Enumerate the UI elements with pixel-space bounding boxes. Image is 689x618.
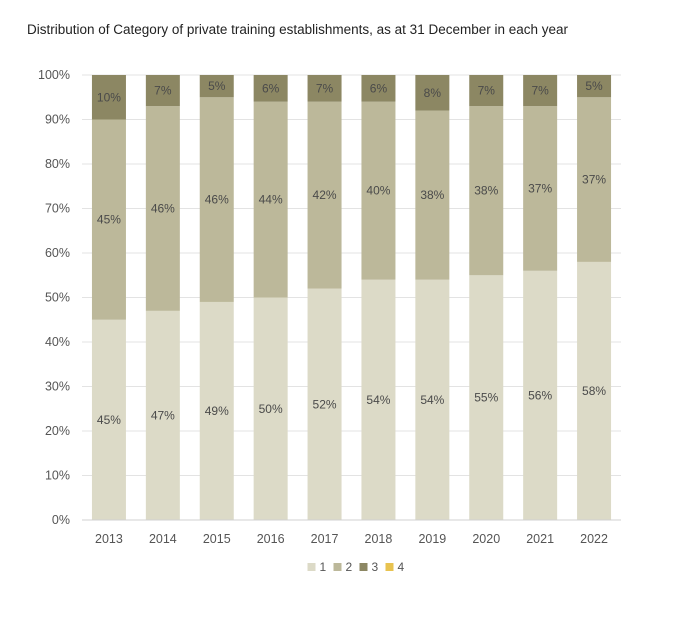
x-tick-label: 2017 xyxy=(311,532,339,546)
data-label: 56% xyxy=(528,388,552,402)
bar-segment-series-3-2021 xyxy=(523,75,558,107)
bar-segment-series-2-2016 xyxy=(253,101,288,298)
axes: 0% 10% 20% 30% 40% 50% 60% 70% 80% 90% 100% 2013 201… xyxy=(38,68,621,546)
data-label: 44% xyxy=(259,193,283,207)
data-label: 54% xyxy=(366,393,390,407)
chart-title: Distribution of Category of private trai… xyxy=(27,22,569,37)
legend-label: 2 xyxy=(346,560,353,574)
bars xyxy=(91,75,612,520)
legend-label: 3 xyxy=(372,560,379,574)
bar-segment-series-1-2015 xyxy=(199,301,234,520)
legend-label: 1 xyxy=(320,560,327,574)
bar-segment-series-1-2021 xyxy=(523,270,558,520)
data-label: 46% xyxy=(151,202,175,216)
bar-segment-series-1-2013 xyxy=(91,319,126,520)
bar-segment-series-2-2019 xyxy=(415,110,450,280)
x-tick-label: 2020 xyxy=(472,532,500,546)
data-label: 40% xyxy=(366,184,390,198)
bar-segment-series-3-2015 xyxy=(199,75,234,98)
data-label: 5% xyxy=(208,79,226,93)
bar-segment-series-1-2020 xyxy=(469,275,504,520)
y-tick-label: 30% xyxy=(45,380,70,394)
y-tick-label: 100% xyxy=(38,68,70,82)
data-label: 47% xyxy=(151,408,175,422)
data-label: 54% xyxy=(420,393,444,407)
bar-segment-series-3-2014 xyxy=(145,75,180,107)
bar-segment-series-3-2016 xyxy=(253,75,288,102)
data-label: 46% xyxy=(205,193,229,207)
bar-segment-series-2-2022 xyxy=(577,97,612,262)
x-tick-label: 2019 xyxy=(418,532,446,546)
bar-segment-series-3-2017 xyxy=(307,75,342,102)
bar-segment-series-3-2018 xyxy=(361,75,396,102)
legend-label: 4 xyxy=(398,560,405,574)
data-label: 5% xyxy=(585,79,603,93)
x-tick-label: 2014 xyxy=(149,532,177,546)
y-tick-label: 80% xyxy=(45,157,70,171)
bar-segment-series-2-2015 xyxy=(199,97,234,302)
legend-swatch-1 xyxy=(307,563,316,571)
bar-segment-series-1-2019 xyxy=(415,279,450,520)
y-tick-label: 50% xyxy=(45,291,70,305)
data-label: 37% xyxy=(528,181,552,195)
bar-segment-series-3-2022 xyxy=(577,75,612,98)
bar-segment-series-1-2017 xyxy=(307,288,342,520)
data-label: 38% xyxy=(420,188,444,202)
y-tick-label: 10% xyxy=(45,469,70,483)
data-label: 7% xyxy=(478,84,496,98)
data-labels: 45% 45% 10% 47% 46% 7% 49% 46% 5% 50% 44% 6% 52% 42% 7… xyxy=(97,79,606,427)
y-tick-label: 40% xyxy=(45,335,70,349)
bar-segment-series-1-2016 xyxy=(253,297,288,520)
x-tick-label: 2016 xyxy=(257,532,285,546)
bar-segment-series-3-2020 xyxy=(469,75,504,107)
y-tick-label: 0% xyxy=(52,513,70,527)
bar-segment-series-1-2014 xyxy=(145,310,180,520)
bar-segment-series-1-2018 xyxy=(361,279,396,520)
y-tick-label: 70% xyxy=(45,202,70,216)
data-label: 45% xyxy=(97,413,121,427)
data-label: 6% xyxy=(262,81,280,95)
bar-segment-series-2-2017 xyxy=(307,101,342,289)
legend-swatch-4 xyxy=(385,563,394,571)
y-tick-label: 60% xyxy=(45,246,70,260)
data-label: 49% xyxy=(205,404,229,418)
data-label: 58% xyxy=(582,384,606,398)
data-label: 42% xyxy=(313,188,337,202)
data-label: 50% xyxy=(259,402,283,416)
y-tick-label: 20% xyxy=(45,424,70,438)
bar-segment-series-3-2019 xyxy=(415,75,450,111)
bar-segment-series-3-2013 xyxy=(91,75,126,120)
x-tick-label: 2022 xyxy=(580,532,608,546)
bar-segment-series-1-2022 xyxy=(577,261,612,520)
data-label: 37% xyxy=(582,173,606,187)
bar-segment-series-2-2014 xyxy=(145,106,180,311)
data-label: 8% xyxy=(424,86,442,100)
legend-swatch-3 xyxy=(359,563,368,571)
bar-segment-series-2-2021 xyxy=(523,106,558,271)
data-label: 52% xyxy=(313,397,337,411)
bar-segment-series-2-2020 xyxy=(469,106,504,276)
data-label: 6% xyxy=(370,81,388,95)
data-label: 7% xyxy=(531,84,549,98)
data-label: 10% xyxy=(97,90,121,104)
data-label: 7% xyxy=(154,84,172,98)
bar-segment-series-2-2018 xyxy=(361,101,396,280)
x-tick-label: 2013 xyxy=(95,532,123,546)
legend-swatch-2 xyxy=(333,563,342,571)
data-label: 45% xyxy=(97,213,121,227)
data-label: 38% xyxy=(474,184,498,198)
bar-segment-series-2-2013 xyxy=(91,119,126,320)
legend: 1 2 3 4 xyxy=(307,560,405,574)
y-tick-label: 90% xyxy=(45,113,70,127)
x-tick-label: 2018 xyxy=(365,532,393,546)
x-tick-label: 2015 xyxy=(203,532,231,546)
x-tick-label: 2021 xyxy=(526,532,554,546)
data-label: 7% xyxy=(316,81,334,95)
data-label: 55% xyxy=(474,391,498,405)
